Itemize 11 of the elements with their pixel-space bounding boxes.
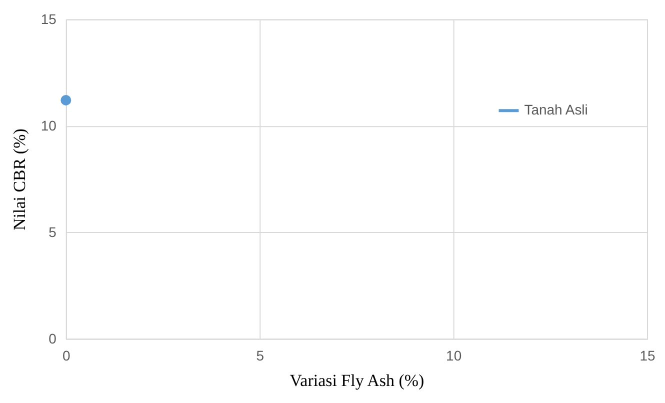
y-tick-label: 0 (48, 330, 57, 346)
x-tick-label: 10 (446, 347, 462, 364)
y-tick-label: 5 (48, 224, 57, 240)
legend-label: Tanah Asli (524, 102, 588, 118)
x-tick-label: 15 (640, 347, 656, 364)
x-tick-label: 5 (256, 347, 264, 364)
x-tick-label: 0 (62, 347, 71, 364)
y-tick-label: 15 (40, 10, 57, 27)
y-tick-label: 10 (40, 117, 57, 134)
x-axis-title: Variasi Fly Ash (%) (290, 371, 424, 390)
y-axis-title: Nilai CBR (%) (10, 128, 29, 230)
